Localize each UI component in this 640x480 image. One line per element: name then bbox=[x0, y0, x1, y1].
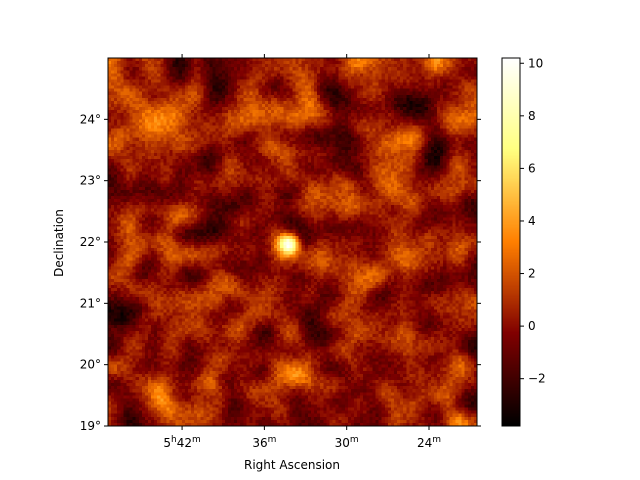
colorbar-gradient bbox=[502, 58, 520, 426]
colorbar: −2 0 2 4 6 8 10 bbox=[501, 56, 546, 427]
colorbar-frame bbox=[501, 57, 521, 427]
x-axis-label: Right Ascension bbox=[244, 458, 340, 472]
x-tick-label: 36m bbox=[252, 435, 276, 450]
colorbar-tick-label: 0 bbox=[528, 319, 536, 333]
colorbar-ticks: −2 0 2 4 6 8 10 bbox=[520, 56, 546, 386]
y-axis: 19° 20° 21° 22° 23° 24° bbox=[80, 112, 481, 433]
colorbar-tick-label: 2 bbox=[528, 267, 536, 281]
y-tick-label: 22° bbox=[80, 235, 101, 249]
y-tick-label: 20° bbox=[80, 358, 101, 372]
heatmap-image bbox=[108, 58, 477, 426]
y-tick-label: 24° bbox=[80, 112, 101, 126]
y-axis-label: Declination bbox=[52, 209, 66, 277]
y-tick-label: 23° bbox=[80, 174, 101, 188]
x-tick-label: 5h42m bbox=[163, 435, 200, 450]
heatmap-plot-area bbox=[108, 58, 477, 426]
y-tick-label: 19° bbox=[80, 419, 101, 433]
colorbar-tick-label: 4 bbox=[528, 214, 536, 228]
colorbar-tick-label: −2 bbox=[528, 372, 546, 386]
x-tick-label: 24m bbox=[417, 435, 441, 450]
colorbar-tick-label: 6 bbox=[528, 161, 536, 175]
y-tick-label: 21° bbox=[80, 296, 101, 310]
x-tick-label: 30m bbox=[335, 435, 359, 450]
colorbar-tick-label: 8 bbox=[528, 109, 536, 123]
colorbar-tick-label: 10 bbox=[528, 56, 543, 70]
